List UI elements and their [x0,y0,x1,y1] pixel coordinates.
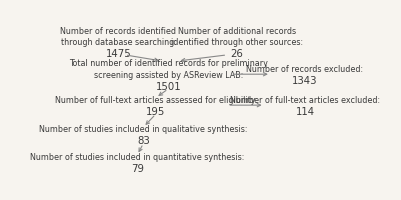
Text: 195: 195 [146,106,166,116]
Text: through database searching:: through database searching: [61,38,176,47]
Text: Number of full-text articles assessed for eligibility:: Number of full-text articles assessed fo… [55,95,257,104]
Text: 114: 114 [296,106,314,116]
Text: Number of records excluded:: Number of records excluded: [246,65,364,74]
Text: 83: 83 [137,136,150,146]
Text: screening assisted by ASReview LAB:: screening assisted by ASReview LAB: [93,70,243,79]
Text: 79: 79 [131,163,144,173]
Text: Number of studies included in quantitative synthesis:: Number of studies included in quantitati… [30,152,244,161]
Text: 1501: 1501 [156,81,181,91]
Text: Number of studies included in qualitative synthesis:: Number of studies included in qualitativ… [39,125,247,134]
Text: 1475: 1475 [105,49,132,59]
Text: Total number of identified records for preliminary: Total number of identified records for p… [69,59,267,68]
Text: 26: 26 [230,49,243,59]
Text: identified through other sources:: identified through other sources: [170,38,303,47]
Text: 1343: 1343 [292,76,318,86]
Text: Number of records identified: Number of records identified [61,26,176,35]
Text: Number of full-text articles excluded:: Number of full-text articles excluded: [230,95,380,104]
Text: Number of additional records: Number of additional records [178,26,296,35]
